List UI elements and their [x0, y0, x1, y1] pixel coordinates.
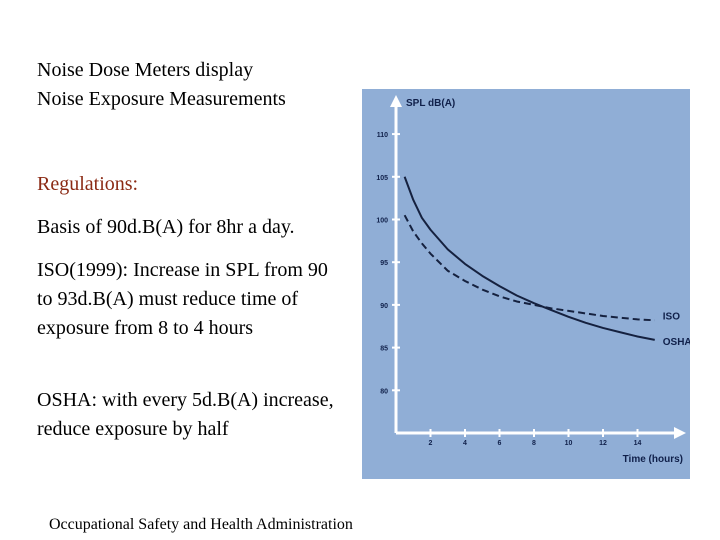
exposure-chart: 80 85 90 95 100 105 110 2 4 6 8 10 12 14 OSHA ISO SPL d…	[362, 89, 690, 479]
regulations-iso: ISO(1999): Increase in SPL from 90 to 93…	[37, 259, 328, 339]
x-tick-label: 8	[532, 440, 536, 447]
chart-series	[403, 176, 655, 341]
series-label-iso: ISO	[663, 311, 680, 322]
y-tick-label: 105	[376, 175, 388, 182]
series-line-osha	[403, 176, 655, 341]
footer-text: Occupational Safety and Health Administr…	[49, 516, 353, 533]
x-tick-label: 12	[599, 440, 607, 447]
x-tick-label: 10	[565, 440, 573, 447]
y-tick-label: 100	[376, 217, 388, 224]
y-tick-label: 80	[380, 388, 388, 395]
series-label-osha: OSHA	[663, 337, 690, 348]
y-tick-label: 95	[380, 260, 388, 267]
y-tick-label: 110	[377, 132, 388, 139]
x-tick-label: 14	[634, 440, 642, 447]
heading: Noise Dose Meters display Noise Exposure…	[37, 56, 357, 114]
x-tick-label: 4	[463, 440, 467, 447]
chart-background	[362, 89, 690, 479]
x-tick-label: 6	[498, 440, 502, 447]
x-axis-arrow	[674, 427, 686, 439]
chart-axes	[390, 95, 686, 439]
heading-line-2: Noise Exposure Measurements	[37, 88, 286, 110]
regulations-osha: OSHA: with every 5d.B(A) increase, reduc…	[37, 389, 334, 440]
chart-labels: OSHA ISO SPL dB(A) Time (hours)	[406, 98, 690, 465]
chart-ticks: 80 85 90 95 100 105 110 2 4 6 8 10 12 14	[376, 132, 641, 447]
x-axis-label: Time (hours)	[623, 454, 683, 465]
y-tick-label: 85	[380, 346, 388, 353]
heading-line-1: Noise Dose Meters display	[37, 59, 254, 81]
regulations-title: Regulations:	[37, 173, 139, 195]
y-axis-arrow	[390, 95, 402, 107]
regulations-basis: Basis of 90d.B(A) for 8hr a day.	[37, 216, 295, 238]
x-tick-label: 2	[429, 440, 433, 447]
series-line-iso	[403, 214, 655, 322]
y-axis-label: SPL dB(A)	[406, 98, 455, 109]
y-tick-label: 90	[380, 303, 388, 310]
